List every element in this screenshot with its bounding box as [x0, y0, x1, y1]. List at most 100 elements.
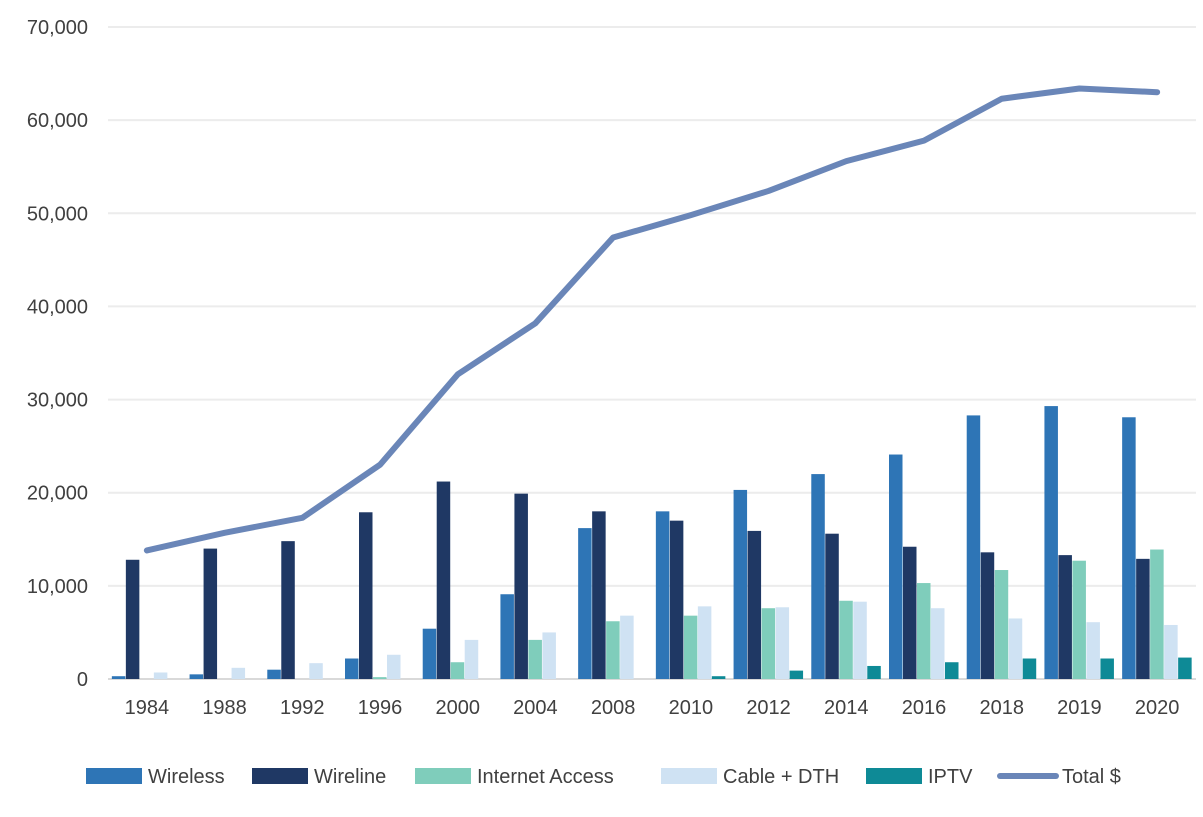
x-tick-label: 2020	[1135, 697, 1180, 719]
bar-cable-dth	[1164, 624, 1178, 679]
y-tick-label: 10,000	[27, 576, 88, 598]
bar-wireline	[1058, 555, 1072, 679]
bar-wireline	[436, 481, 451, 679]
bar-internet-access	[528, 639, 542, 679]
legend: Wireless Wireline Internet Access Cable + D…	[86, 766, 1121, 788]
x-tick-label: 2018	[979, 697, 1024, 719]
x-tick-label: 2008	[591, 697, 636, 719]
bar-wireless	[733, 489, 748, 679]
bar-wireline	[903, 546, 917, 679]
bar-cable-dth	[775, 607, 790, 679]
bar-wireless	[655, 511, 670, 679]
bar-series-iptv	[711, 657, 1192, 679]
bar-iptv	[789, 670, 804, 679]
legend-label: Cable + DTH	[723, 766, 839, 788]
legend-swatch	[86, 768, 142, 784]
bar-series-internet-access	[373, 549, 1164, 679]
legend-item-internet-access: Internet Access	[415, 766, 614, 788]
bar-cable-dth	[153, 672, 168, 679]
bar-internet-access	[839, 600, 853, 679]
bar-internet-access	[1072, 560, 1086, 679]
legend-item-cable-dth: Cable + DTH	[661, 766, 839, 788]
bar-wireless	[889, 454, 903, 679]
bar-iptv	[945, 662, 959, 679]
bar-wireline	[747, 530, 762, 679]
bar-internet-access	[373, 677, 387, 679]
y-tick-label: 50,000	[27, 203, 88, 225]
bar-internet-access	[450, 662, 465, 679]
bar-cable-dth	[1086, 622, 1100, 679]
legend-item-total: Total $	[997, 766, 1121, 788]
bar-iptv	[1100, 658, 1114, 679]
x-tick-label: 2010	[669, 697, 714, 719]
bar-wireless	[1044, 406, 1058, 679]
bar-wireless	[345, 658, 359, 679]
line-total	[143, 85, 1161, 554]
bar-cable-dth	[387, 654, 401, 679]
legend-item-wireless: Wireless	[86, 766, 225, 788]
bar-wireless	[811, 474, 825, 679]
bar-internet-access	[683, 615, 698, 679]
bar-wireline	[592, 511, 606, 679]
bar-internet-access	[761, 608, 776, 679]
bar-series-wireless	[111, 406, 1136, 679]
x-tick-label: 1984	[125, 697, 170, 719]
x-axis: 1984 1988 1992 1996 2000 2004 2008 2010 2012 2014…	[125, 697, 1180, 719]
bar-iptv	[867, 665, 881, 679]
bar-series-group	[111, 406, 1192, 679]
bar-cable-dth	[931, 608, 945, 679]
legend-label: Wireline	[314, 766, 386, 788]
legend-label: IPTV	[928, 766, 973, 788]
legend-label: Total $	[1062, 766, 1121, 788]
x-tick-label: 2012	[746, 697, 791, 719]
bar-wireline	[514, 493, 528, 679]
bar-iptv	[711, 676, 726, 679]
bar-wireless	[500, 594, 514, 679]
y-tick-label: 20,000	[27, 483, 88, 505]
bar-cable-dth	[697, 606, 712, 679]
bar-cable-dth	[1008, 618, 1023, 679]
y-tick-label: 60,000	[27, 110, 88, 132]
bar-wireline	[825, 533, 839, 679]
line-series-group	[143, 85, 1161, 554]
legend-item-wireline: Wireline	[252, 766, 386, 788]
bar-wireline	[359, 512, 373, 679]
bar-wireless	[267, 669, 281, 679]
bar-wireless	[422, 628, 437, 679]
bar-wireline	[125, 559, 140, 679]
bar-wireless	[1122, 417, 1136, 679]
legend-label: Wireless	[148, 766, 225, 788]
legend-swatch	[866, 768, 922, 784]
y-tick-label: 40,000	[27, 296, 88, 318]
bar-wireless	[111, 676, 126, 679]
x-tick-label: 1988	[202, 697, 247, 719]
legend-item-iptv: IPTV	[866, 766, 973, 788]
legend-label: Internet Access	[477, 766, 614, 788]
x-tick-label: 1992	[280, 697, 325, 719]
bar-internet-access	[994, 570, 1009, 679]
bar-wireline	[669, 520, 684, 679]
x-tick-label: 2019	[1057, 697, 1102, 719]
bar-cable-dth	[542, 632, 556, 679]
y-tick-label: 70,000	[27, 17, 88, 39]
gridlines	[108, 26, 1196, 680]
bar-wireline	[203, 548, 218, 679]
bar-cable-dth	[853, 601, 867, 679]
bar-cable-dth	[620, 615, 634, 679]
bar-wireline	[1136, 558, 1150, 679]
bar-wireless	[966, 415, 981, 679]
bar-wireless	[578, 528, 592, 679]
bar-iptv	[1178, 657, 1192, 679]
bar-series-wireline	[125, 481, 1150, 679]
x-tick-label: 2014	[824, 697, 869, 719]
bar-iptv	[1022, 658, 1037, 679]
y-tick-label: 0	[77, 669, 88, 691]
bar-cable-dth	[309, 663, 323, 679]
x-tick-label: 2000	[435, 697, 480, 719]
legend-swatch	[252, 768, 308, 784]
x-tick-label: 1996	[358, 697, 403, 719]
bar-wireline	[980, 552, 995, 679]
bar-internet-access	[1150, 549, 1164, 679]
bar-wireless	[189, 674, 204, 679]
